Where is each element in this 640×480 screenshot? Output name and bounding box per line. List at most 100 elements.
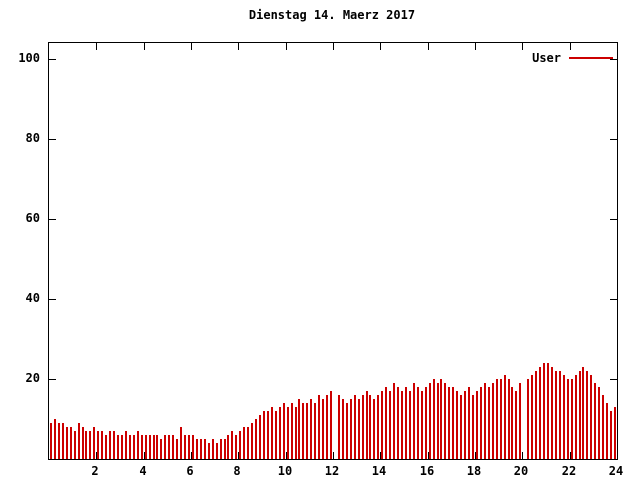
x-tick-mark [333, 452, 334, 459]
bar [404, 387, 407, 459]
y-tick-label: 60 [25, 211, 40, 225]
bar [345, 403, 348, 459]
bar [397, 387, 400, 459]
x-tick-label: 4 [139, 464, 147, 478]
bar [590, 375, 593, 459]
bar [507, 379, 510, 459]
y-tick-mark [49, 379, 56, 380]
x-tick-label: 2 [91, 464, 99, 478]
bar [302, 403, 305, 459]
bar [361, 395, 364, 459]
x-tick-label: 16 [419, 464, 435, 478]
bar [349, 399, 352, 459]
x-tick-mark [570, 452, 571, 459]
legend: User [532, 51, 613, 65]
bar [408, 391, 411, 459]
bar [85, 431, 88, 459]
bar [61, 423, 64, 459]
bar [357, 399, 360, 459]
x-tick-mark [428, 452, 429, 459]
bar [428, 383, 431, 459]
bar [318, 395, 321, 459]
bar [270, 407, 273, 459]
bar [337, 395, 340, 459]
bar [180, 427, 183, 459]
bar [144, 435, 147, 459]
bar [140, 435, 143, 459]
bar [570, 379, 573, 459]
plot-area: User [48, 42, 618, 460]
bar [93, 427, 96, 459]
bar [519, 383, 522, 459]
bar [444, 383, 447, 459]
x-tick-mark [380, 43, 381, 50]
bar [614, 407, 617, 459]
bar [172, 435, 175, 459]
y-tick-mark [49, 299, 56, 300]
bar [483, 383, 486, 459]
bar [290, 403, 293, 459]
y-tick-label: 40 [25, 291, 40, 305]
bar [432, 379, 435, 459]
bar [464, 391, 467, 459]
y-tick-mark [49, 219, 56, 220]
x-tick-label: 22 [561, 464, 577, 478]
bar [223, 439, 226, 459]
bar [117, 435, 120, 459]
bar [440, 379, 443, 459]
bar [109, 431, 112, 459]
x-tick-mark [380, 452, 381, 459]
bar [176, 439, 179, 459]
bar [381, 391, 384, 459]
bar [219, 439, 222, 459]
y-tick-label: 100 [18, 51, 40, 65]
bar [105, 435, 108, 459]
x-tick-mark [144, 452, 145, 459]
bar [566, 379, 569, 459]
bar [511, 387, 514, 459]
x-tick-label: 24 [608, 464, 624, 478]
bar [69, 427, 72, 459]
bar [326, 395, 329, 459]
bar [156, 435, 159, 459]
y-tick-label: 20 [25, 371, 40, 385]
bar [420, 391, 423, 459]
bar [535, 371, 538, 459]
bar [322, 399, 325, 459]
bar [195, 439, 198, 459]
bar [97, 431, 100, 459]
bar [164, 435, 167, 459]
bar [191, 435, 194, 459]
bar [606, 403, 609, 459]
bar [460, 395, 463, 459]
bar [365, 391, 368, 459]
bar [456, 391, 459, 459]
bar [310, 399, 313, 459]
bar [602, 395, 605, 459]
bar [377, 395, 380, 459]
bar [385, 387, 388, 459]
bar [188, 435, 191, 459]
y-tick-mark [49, 59, 56, 60]
bar [184, 435, 187, 459]
x-tick-label: 10 [277, 464, 293, 478]
bar [77, 423, 80, 459]
x-tick-mark [475, 43, 476, 50]
chart-title: Dienstag 14. Maerz 2017 [248, 8, 416, 22]
y-tick-mark [49, 139, 56, 140]
bar [436, 383, 439, 459]
x-tick-mark [522, 452, 523, 459]
bar [495, 379, 498, 459]
bar [239, 431, 242, 459]
bar [152, 435, 155, 459]
y-tick-mark [610, 59, 617, 60]
bar [286, 407, 289, 459]
bar [353, 395, 356, 459]
bar [211, 439, 214, 459]
x-tick-mark [333, 43, 334, 50]
bar [294, 407, 297, 459]
bar [160, 439, 163, 459]
bar [65, 427, 68, 459]
bar [81, 427, 84, 459]
